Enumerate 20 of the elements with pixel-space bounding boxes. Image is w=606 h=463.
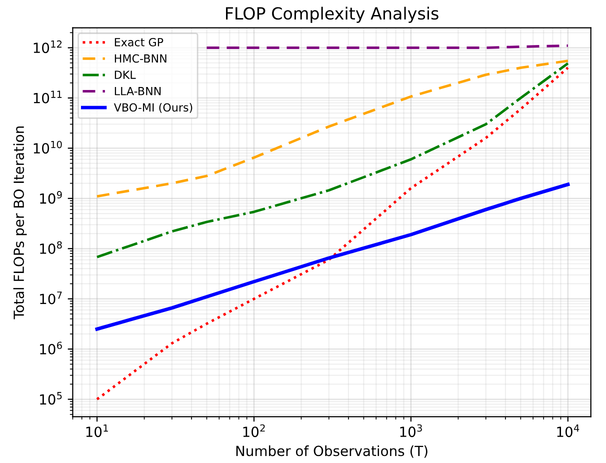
y-tick-label: 10$^{7}$ <box>40 292 62 304</box>
x-axis-title: Number of Observations (T) <box>236 445 428 458</box>
y-tick-label: 10$^{11}$ <box>34 90 62 104</box>
legend-label: VBO-MI (Ours) <box>114 103 192 113</box>
x-tick-label: 10$^{4}$ <box>557 424 580 438</box>
legend-label: Exact GP <box>114 38 164 46</box>
x-tick-label: 10$^{2}$ <box>243 424 265 438</box>
x-tick-label: 10$^{1}$ <box>86 424 108 438</box>
y-tick-label: 10$^{6}$ <box>40 342 62 354</box>
y-tick-label: 10$^{9}$ <box>40 191 62 204</box>
y-tick-label: 10$^{12}$ <box>34 40 62 54</box>
x-tick-label: 10$^{3}$ <box>400 424 422 438</box>
legend-label: HMC-BNN <box>114 54 166 63</box>
chart-title: FLOP Complexity Analysis <box>226 6 438 23</box>
y-tick-label: 10$^{10}$ <box>34 140 62 154</box>
y-tick-label: 10$^{8}$ <box>40 241 62 254</box>
y-tick-label: 10$^{5}$ <box>40 392 62 405</box>
y-axis-title: Total FLOPs per BO Iteration <box>13 126 27 320</box>
legend-label: LLA-BNN <box>114 87 161 96</box>
legend-label: DKL <box>114 70 136 79</box>
